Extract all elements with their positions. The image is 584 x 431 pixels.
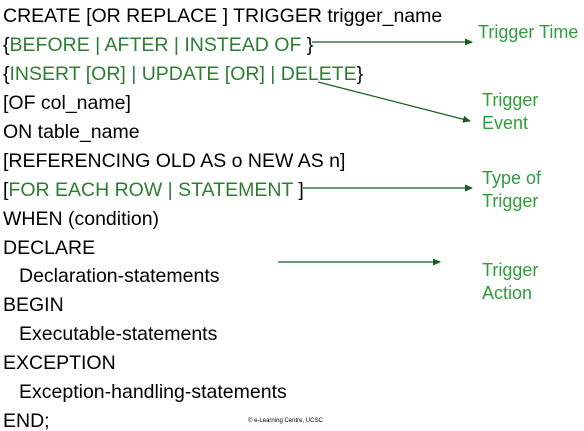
syntax-on-table-line: ON table_name	[3, 120, 140, 144]
syntax-exception-text: EXCEPTION	[3, 352, 116, 374]
label-trigger-time: Trigger Time	[478, 21, 578, 44]
syntax-declare-line: DECLARE	[3, 236, 95, 260]
label-trigger-event-line1: Trigger	[482, 90, 539, 110]
label-trigger-action-line1: Trigger	[482, 260, 539, 280]
syntax-exception-handling-line: Exception-handling-statements	[19, 380, 287, 404]
syntax-declarations-line: Declaration-statements	[19, 264, 220, 288]
event-options: INSERT [OR] | UPDATE [OR] | DELETE	[9, 63, 357, 85]
footer-credit: © e-Learning Centre, UCSC	[248, 418, 323, 424]
syntax-exception-handling-text: Exception-handling-statements	[19, 381, 287, 403]
syntax-executable-text: Executable-statements	[19, 323, 218, 345]
syntax-create-text: CREATE [OR REPLACE ] TRIGGER trigger_nam…	[3, 5, 443, 27]
bracket-close: ]	[298, 179, 304, 201]
label-trigger-action: Trigger Action	[482, 259, 538, 305]
syntax-on-table-text: ON table_name	[3, 121, 140, 143]
label-type-of-trigger-line2: Trigger	[482, 191, 539, 211]
brace-open: {	[3, 34, 10, 56]
arrow-trigger-event	[317, 81, 471, 123]
syntax-when-line: WHEN (condition)	[3, 207, 159, 231]
syntax-end-text: END;	[3, 410, 50, 431]
syntax-referencing-text: [REFERENCING OLD AS o NEW AS n]	[3, 150, 346, 172]
level-options: FOR EACH ROW | STATEMENT	[8, 179, 299, 201]
brace-close: }	[306, 34, 314, 56]
label-trigger-time-text: Trigger Time	[478, 22, 579, 42]
syntax-end-line: END;	[3, 409, 50, 431]
syntax-declare-text: DECLARE	[3, 237, 96, 259]
label-trigger-event: Trigger Event	[482, 89, 538, 135]
syntax-of-column-line: [OF col_name]	[3, 91, 131, 115]
bracket-open: [	[3, 179, 9, 201]
timing-options: BEFORE | AFTER | INSTEAD OF	[9, 34, 307, 56]
syntax-timing-line: {BEFORE | AFTER | INSTEAD OF }	[3, 33, 313, 57]
syntax-level-line: [FOR EACH ROW | STATEMENT ]	[3, 178, 304, 202]
syntax-of-column-text: [OF col_name]	[3, 92, 131, 114]
label-trigger-event-line2: Event	[482, 113, 529, 133]
syntax-begin-line: BEGIN	[3, 293, 64, 317]
brace-open: {	[3, 63, 10, 85]
syntax-exception-line: EXCEPTION	[3, 351, 116, 375]
syntax-begin-text: BEGIN	[3, 294, 64, 316]
syntax-when-text: WHEN (condition)	[3, 208, 160, 230]
syntax-executable-line: Executable-statements	[19, 322, 217, 346]
syntax-referencing-line: [REFERENCING OLD AS o NEW AS n]	[3, 149, 345, 173]
label-trigger-action-line2: Action	[482, 283, 533, 303]
syntax-declarations-text: Declaration-statements	[19, 265, 220, 287]
label-type-of-trigger: Type of Trigger	[482, 167, 541, 213]
brace-close: }	[356, 63, 364, 85]
label-type-of-trigger-line1: Type of	[482, 168, 542, 188]
syntax-create-line: CREATE [OR REPLACE ] TRIGGER trigger_nam…	[3, 4, 442, 28]
syntax-event-line: {INSERT [OR] | UPDATE [OR] | DELETE}	[3, 62, 363, 86]
